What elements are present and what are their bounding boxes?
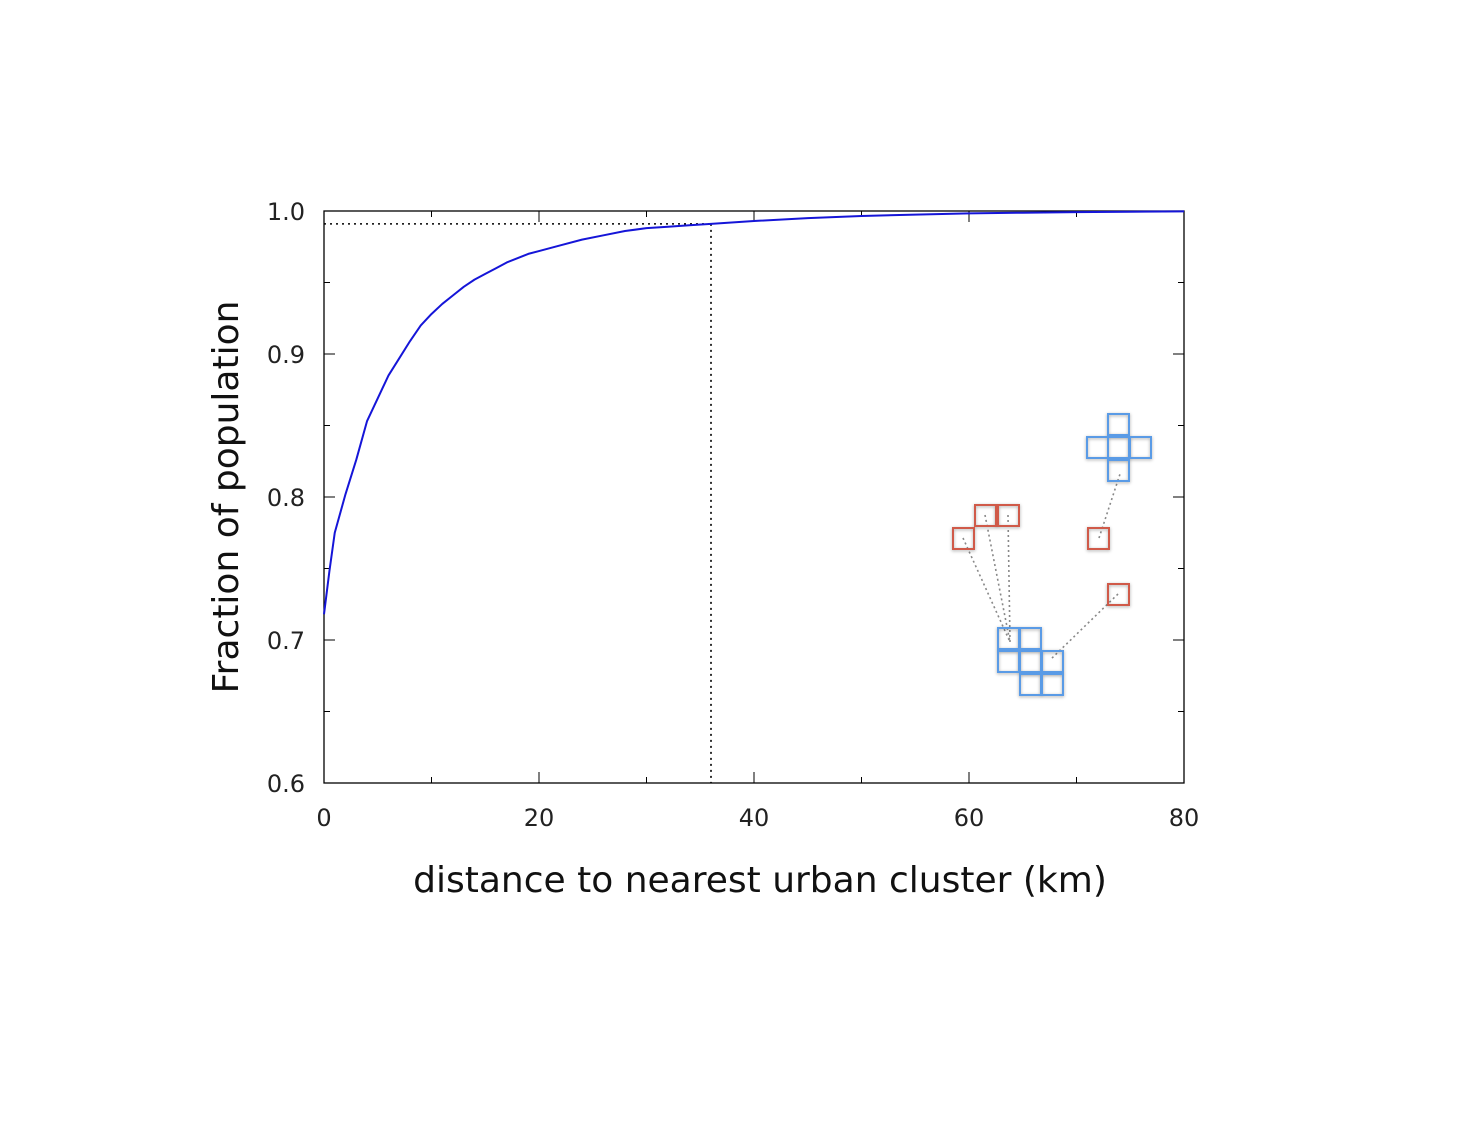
x-tick-label: 40 xyxy=(739,804,770,832)
tick-marks xyxy=(323,210,1185,784)
urban-cell xyxy=(1019,650,1042,673)
reference-lines xyxy=(324,223,712,783)
urban-cell xyxy=(1107,459,1130,482)
urban-cell xyxy=(1019,627,1042,650)
urban-cell xyxy=(1086,436,1109,459)
x-tick-label: 60 xyxy=(954,804,985,832)
rural-cell xyxy=(997,504,1020,527)
plot-frame xyxy=(323,210,1185,784)
y-tick-label: 0.6 xyxy=(267,770,305,798)
inset-urban-clusters xyxy=(997,413,1152,696)
rural-cell xyxy=(952,527,975,550)
tick-labels: 0 20 40 60 80 0.6 0.7 0.8 0.9 1.0 xyxy=(267,198,1199,832)
plot-frame-group xyxy=(323,210,1185,784)
y-tick-label: 0.9 xyxy=(267,341,305,369)
series-line xyxy=(323,210,1185,615)
x-tick-label: 20 xyxy=(524,804,555,832)
x-axis-title: distance to nearest urban cluster (km) xyxy=(413,860,1107,901)
rural-cell xyxy=(1087,527,1110,550)
urban-cell xyxy=(1041,650,1064,673)
rural-cell xyxy=(974,504,997,527)
inset-connector xyxy=(984,514,1011,643)
y-tick-label: 1.0 xyxy=(267,198,305,226)
urban-cell xyxy=(1129,436,1152,459)
rural-cell xyxy=(1107,583,1130,606)
series-group xyxy=(323,210,1185,615)
urban-cell xyxy=(997,650,1020,673)
y-axis-title: Fraction of population xyxy=(206,301,247,694)
y-tick-label: 0.7 xyxy=(267,627,305,655)
urban-cell xyxy=(1107,436,1130,459)
inset-connector xyxy=(962,537,1011,643)
urban-cell xyxy=(1019,673,1042,696)
y-tick-label: 0.8 xyxy=(267,484,305,512)
urban-cell xyxy=(1041,673,1064,696)
inset-connector xyxy=(1049,593,1119,661)
x-tick-label: 0 xyxy=(316,804,331,832)
inset-connector xyxy=(1007,514,1011,643)
urban-cluster-illustration xyxy=(952,413,1152,696)
x-tick-label: 80 xyxy=(1169,804,1200,832)
urban-cell xyxy=(1107,413,1130,436)
inset-rural-cells xyxy=(952,504,1130,606)
